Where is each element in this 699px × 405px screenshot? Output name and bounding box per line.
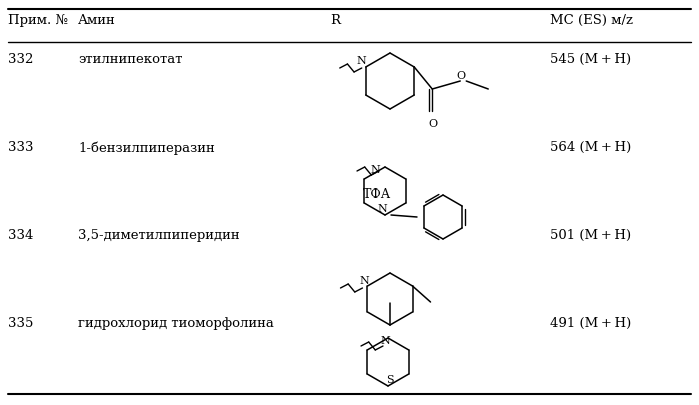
Text: N: N [380,335,390,345]
Text: R: R [330,14,340,27]
Text: N: N [377,203,387,213]
Text: S: S [386,374,394,384]
Text: 334: 334 [8,228,34,241]
Text: МС (ЕS) м/z: МС (ЕS) м/z [550,14,633,27]
Text: N: N [357,56,367,66]
Text: O: O [456,71,466,81]
Text: Прим. №: Прим. № [8,14,68,27]
Text: 3,5-диметилпиперидин: 3,5-диметилпиперидин [78,228,240,241]
Text: N: N [370,164,380,175]
Text: 335: 335 [8,316,34,329]
Text: 1-бензилпиперазин: 1-бензилпиперазин [78,141,215,154]
Text: 501 (M + H): 501 (M + H) [550,228,631,241]
Text: 564 (M + H): 564 (M + H) [550,141,631,153]
Text: O: O [428,119,438,129]
Text: 491 (M + H): 491 (M + H) [550,316,631,329]
Text: ТФА: ТФА [363,187,391,200]
Text: N: N [359,275,369,285]
Text: 333: 333 [8,141,34,153]
Text: гидрохлорид тиоморфолина: гидрохлорид тиоморфолина [78,316,274,329]
Text: этилнипекотат: этилнипекотат [78,53,182,66]
Text: 545 (M + H): 545 (M + H) [550,53,631,66]
Text: Амин: Амин [78,14,116,27]
Text: 332: 332 [8,53,34,66]
